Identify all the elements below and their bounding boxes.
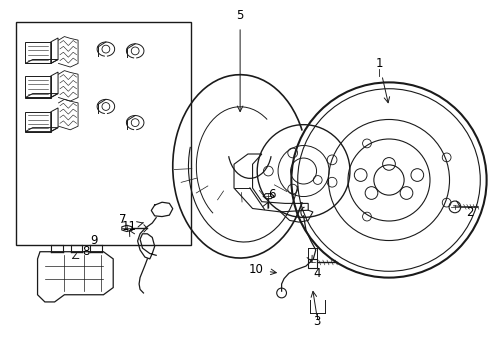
Text: 8: 8 xyxy=(83,245,90,258)
Text: 9: 9 xyxy=(90,234,98,247)
Text: 5: 5 xyxy=(237,9,244,22)
Text: 7: 7 xyxy=(119,213,127,226)
Text: 4: 4 xyxy=(314,267,321,280)
Bar xyxy=(308,259,317,268)
Bar xyxy=(16,22,191,244)
Text: 1: 1 xyxy=(375,57,383,70)
Text: 11: 11 xyxy=(122,220,136,233)
Text: 10: 10 xyxy=(248,263,263,276)
Text: 3: 3 xyxy=(314,315,321,328)
Text: 2: 2 xyxy=(466,206,473,219)
Text: 6: 6 xyxy=(268,188,275,201)
